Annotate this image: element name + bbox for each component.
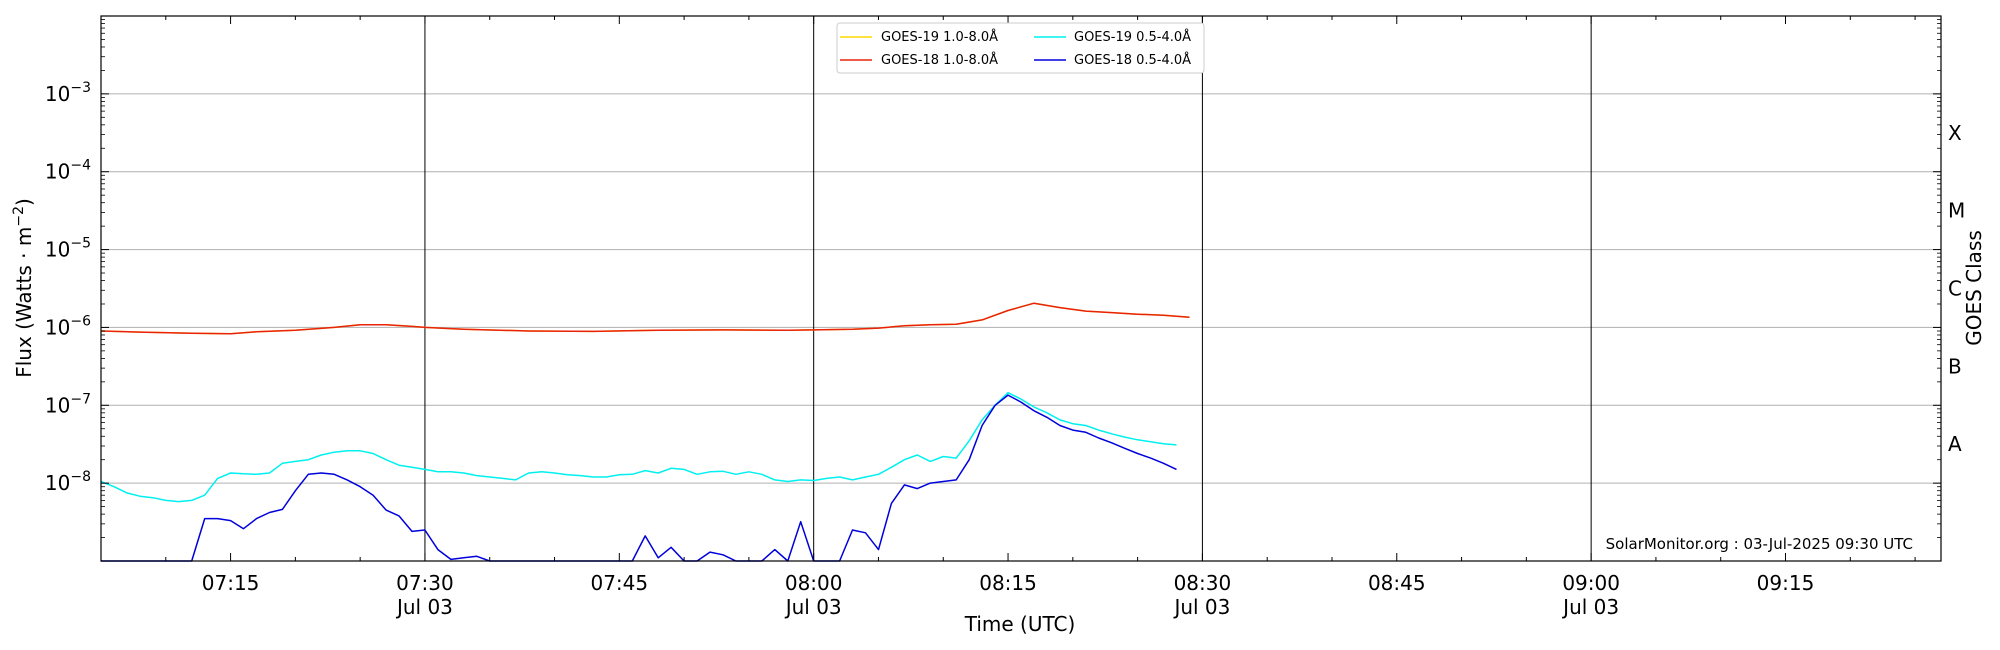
x-tick-label: 09:15 [1757,571,1815,595]
x-tick-label: 08:15 [979,571,1037,595]
goes-class-c: C [1948,277,1962,301]
flux-series [100,302,1190,562]
x-tick-date-label: Jul 03 [1172,595,1230,619]
axis-ticks [100,15,1941,562]
x-tick-label: 08:30 [1174,571,1232,595]
plot-frame [100,15,1942,562]
y-tick-label: 10−6 [45,313,91,339]
legend-label-goes18-short: GOES-18 0.5-4.0Å [1074,52,1191,68]
x-tick-label: 07:30 [396,571,454,595]
y-tick-labels: 10−8 10−7 10−6 10−5 10−4 10−3 [45,80,91,495]
y-axis-title-main: Flux (Watts · m [12,227,36,378]
x-tick-label: 08:45 [1368,571,1426,595]
goes-class-m: M [1948,199,1965,223]
goes-class-a: A [1948,432,1962,456]
goes-class-labels: A B C M X [1948,121,1965,456]
legend-label-goes18-long: GOES-18 1.0-8.0Å [881,52,998,68]
y-axis-title: Flux (Watts · m−2) [11,198,36,378]
y-axis-title-superscript: −2 [11,206,27,227]
x-tick-date-label: Jul 03 [395,595,453,619]
x-tick-date-label: Jul 03 [1561,595,1619,619]
x-tick-label: 07:15 [202,571,260,595]
goes-class-axis-title: GOES Class [1962,230,1986,346]
series-line-0 [100,302,1190,335]
horizontal-gridlines [101,93,1941,484]
legend: GOES-19 1.0-8.0Å GOES-18 1.0-8.0Å GOES-1… [836,22,1205,74]
x-tick-label: 07:45 [590,571,648,595]
y-tick-label: 10−7 [45,391,91,417]
x-tick-date-label: Jul 03 [784,595,842,619]
x-tick-label: 08:00 [785,571,843,595]
y-tick-label: 10−4 [45,158,91,184]
series-line-3 [101,394,1177,562]
y-tick-label: 10−5 [45,236,91,262]
day-boundary-lines [424,16,1592,561]
legend-label-goes19-long: GOES-19 1.0-8.0Å [881,29,998,45]
solarmonitor-watermark: SolarMonitor.org : 03-Jul-2025 09:30 UTC [1606,535,1913,553]
x-axis-title: Time (UTC) [964,612,1076,636]
goes-class-x: X [1948,121,1962,145]
y-axis-title-close: ) [12,198,36,206]
legend-box [836,22,1205,74]
series-line-1 [100,302,1190,335]
series-line-2 [100,391,1177,503]
y-tick-label: 10−3 [45,80,91,106]
y-tick-label: 10−8 [45,469,91,495]
goes-class-b: B [1948,354,1962,378]
x-tick-label: 09:00 [1562,571,1620,595]
legend-label-goes19-short: GOES-19 0.5-4.0Å [1074,29,1191,45]
